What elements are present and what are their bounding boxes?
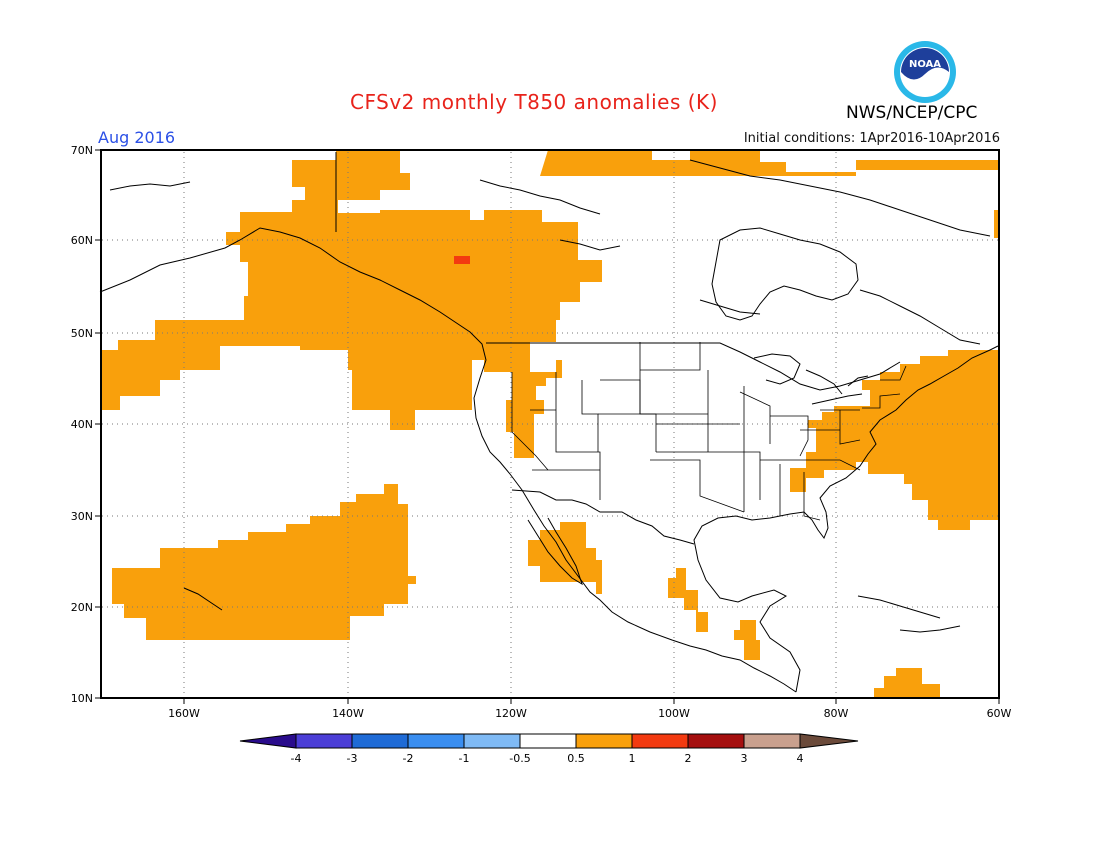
colorbar-labels: -4 -3 -2 -1 -0.5 0.5 1 2 3 4 [291,752,804,765]
colorbar-swatch [687,733,745,749]
colorbar-label: -4 [291,752,302,765]
coastlines [99,159,999,693]
colorbar-swatch [631,733,689,749]
lon-label: 140W [332,707,364,720]
anomaly-region-mexico [668,568,708,632]
anomaly-region-caribbean [874,668,940,698]
initial-conditions: Initial conditions: 1Apr2016-10Apr2016 [743,131,1000,146]
lon-label: 80W [824,707,849,720]
colorbar-label: -1 [459,752,470,765]
anomaly-region-central-pacific [112,484,416,640]
chart-title: CFSv2 monthly T850 anomalies (K) [350,90,718,114]
colorbar-label: 2 [685,752,692,765]
colorbar-swatch [295,733,353,749]
colorbar-swatch [743,733,801,749]
anomaly-strong-patch [454,256,470,264]
colorbar-swatch [351,733,409,749]
colorbar-label: 4 [797,752,804,765]
anomaly-region-northwest-us [472,342,562,448]
graticule [102,152,998,697]
lat-label: 60N [71,234,93,247]
anomaly-shading [100,150,1000,698]
colorbar-arrow-high [799,733,859,749]
lat-label: 30N [71,510,93,523]
lat-label: 40N [71,418,93,431]
political-borders [335,152,901,545]
lon-label: 60W [987,707,1012,720]
colorbar-arrow-low [239,733,297,749]
anomaly-region-central-america [734,620,760,660]
anomaly-region-arctic [540,150,998,176]
colorbar-swatch [519,733,577,749]
colorbar-label: 1 [629,752,636,765]
colorbar-label: 0.5 [567,752,585,765]
lon-label: 100W [658,707,690,720]
forecast-month: Aug 2016 [98,128,176,147]
colorbar-label: 3 [741,752,748,765]
state-borders [511,342,907,521]
lon-label: 120W [495,707,527,720]
colorbar-label: -0.5 [509,752,530,765]
anomaly-region-alaska-canada [100,150,602,430]
lat-label: 70N [71,144,93,157]
logo-text: NOAA [909,59,941,70]
lat-label: 10N [71,692,93,705]
colorbar-swatch [407,733,465,749]
colorbar [239,733,859,749]
lon-label: 160W [168,707,200,720]
noaa-logo-icon: NOAA [893,40,957,104]
agency-label: NWS/NCEP/CPC [846,103,978,123]
colorbar-label: -2 [403,752,414,765]
colorbar-swatch [575,733,633,749]
tick-marks [95,149,1000,704]
lat-label: 50N [71,327,93,340]
colorbar-swatch [463,733,521,749]
longitude-labels: 160W 140W 120W 100W 80W 60W [168,707,1011,720]
latitude-labels: 70N 60N 50N 40N 30N 20N 10N [71,144,93,705]
lat-label: 20N [71,601,93,614]
colorbar-label: -3 [347,752,358,765]
anomaly-region-eastern-us-atlantic [790,350,998,530]
